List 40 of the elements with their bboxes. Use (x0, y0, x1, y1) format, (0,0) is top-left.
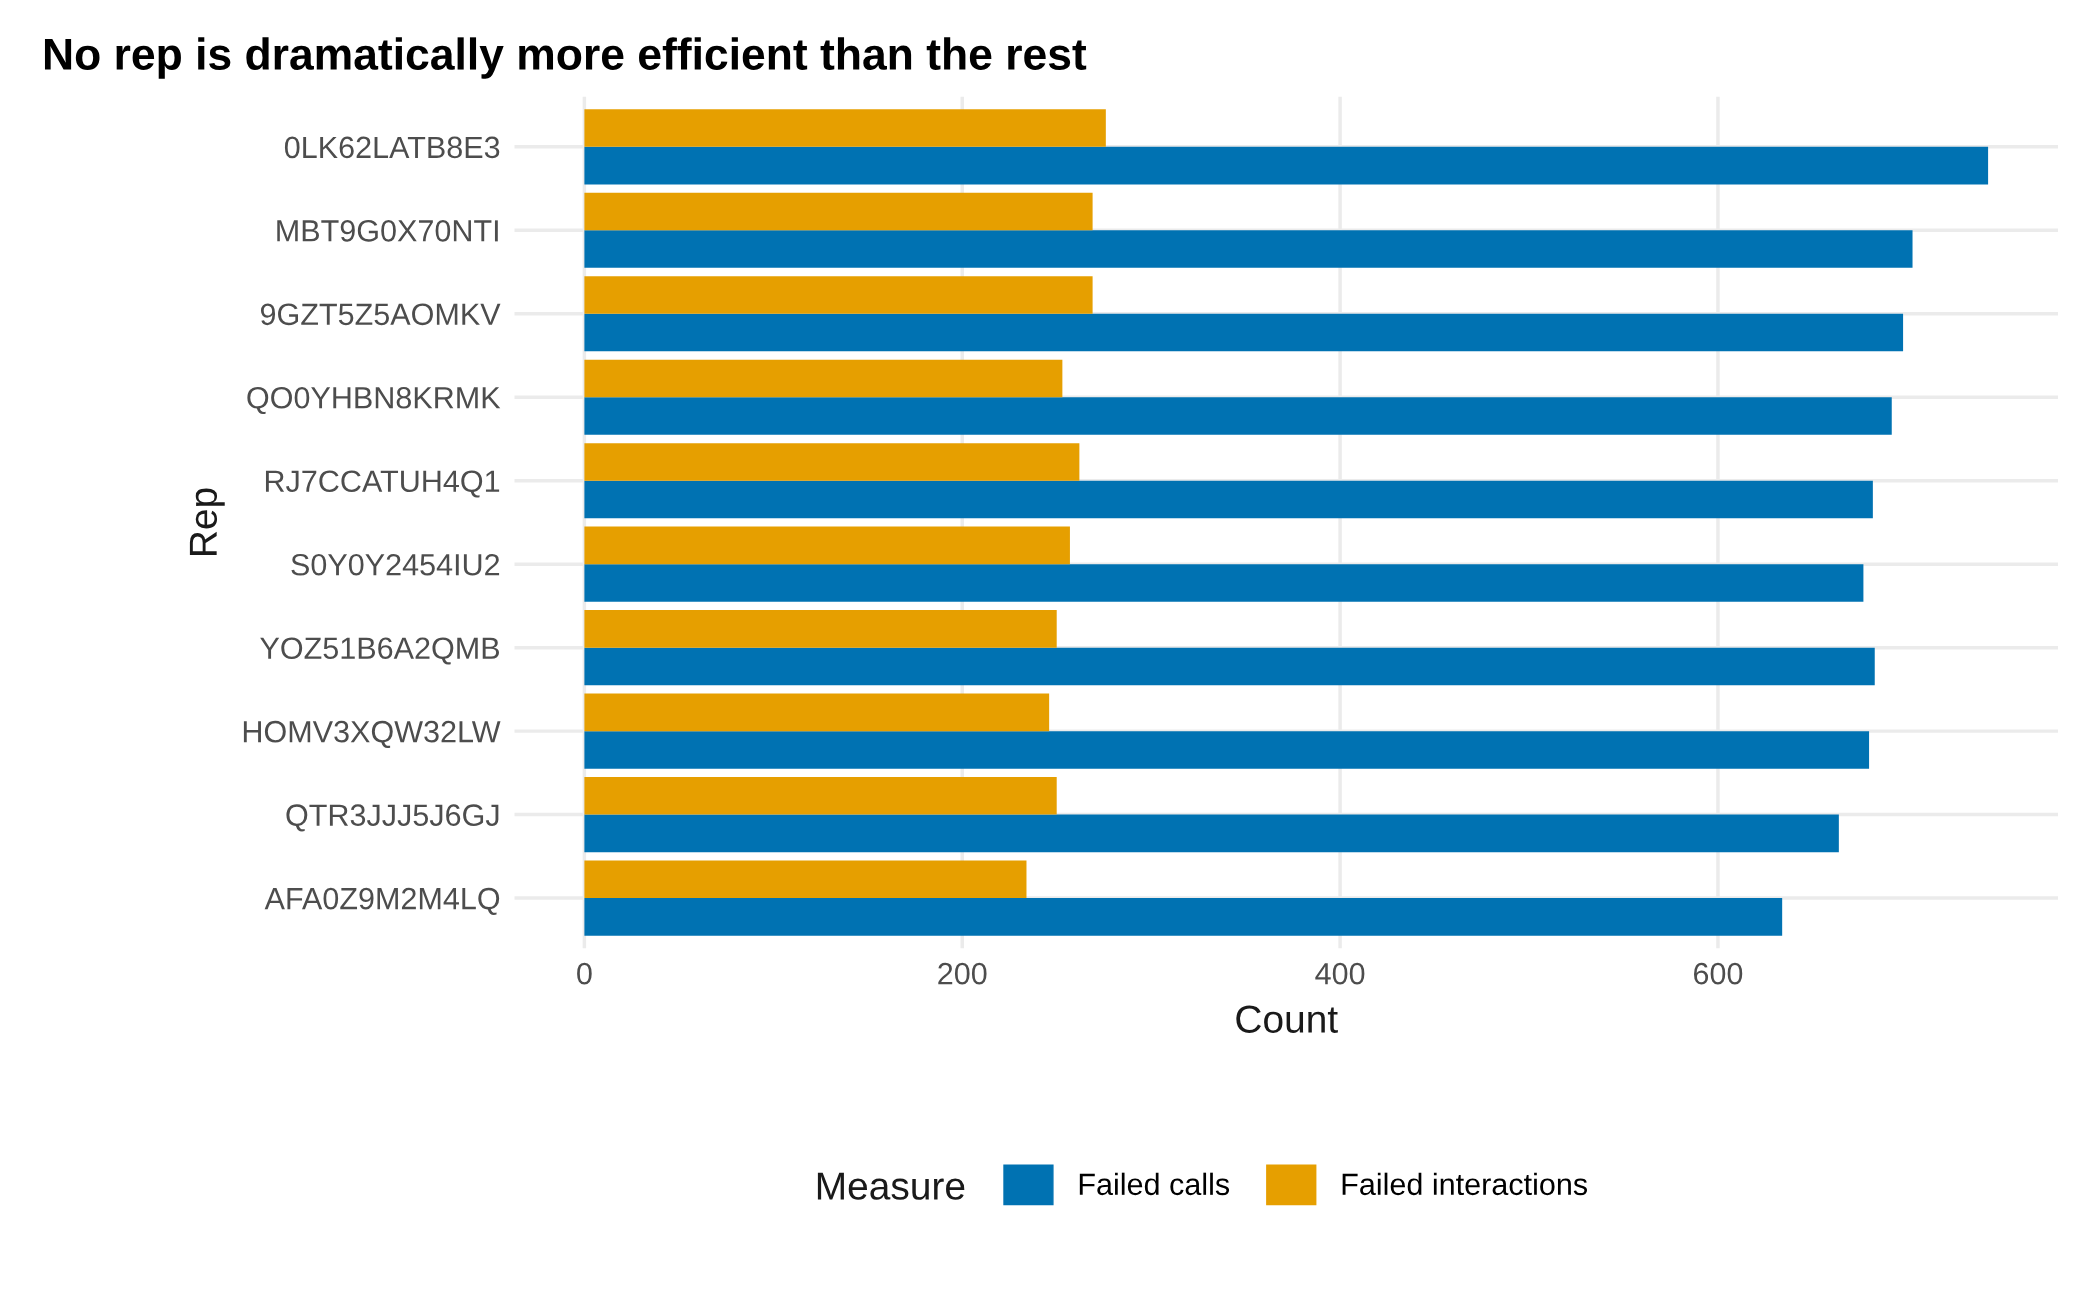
y-tick-label: 9GZT5Z5AOMKV (260, 303, 501, 326)
bar (584, 898, 1783, 936)
chart-title: No rep is dramatically more efficient than the rest (44, 37, 1087, 79)
y-tick-label: RJ7CCATUH4Q1 (265, 470, 500, 498)
x-tick-label: 200 (938, 962, 987, 985)
y-tick-label: AFA0Z9M2M4LQ (264, 887, 500, 915)
legend-label: Failed interactions (1342, 1172, 1588, 1196)
y-tick-label: QO0YHBN8KRMK (247, 386, 501, 415)
bar (584, 230, 1913, 268)
y-tick-label: MBT9G0X70NTI (277, 220, 498, 242)
bar (584, 192, 1093, 231)
y-tick-label: QTR3JJJ5J6GJ (286, 804, 499, 832)
bar (584, 397, 1892, 435)
bar (584, 146, 1989, 185)
bar (584, 443, 1080, 481)
x-tick-label: 400 (1315, 962, 1365, 985)
bar (584, 109, 1106, 147)
legend-label: Failed calls (1079, 1172, 1230, 1196)
x-tick-label: 0 (577, 962, 592, 985)
y-tick-label: 0LK62LATB8E3 (284, 136, 500, 159)
legend-title: Measure (817, 1172, 965, 1200)
bar (584, 564, 1864, 602)
bar (584, 480, 1873, 519)
y-tick-label: YOZ51B6A2QMB (260, 637, 500, 665)
y-tick-label: S0Y0Y2454IU2 (291, 553, 500, 576)
bar (584, 731, 1870, 769)
x-axis-title: Count (1236, 1005, 1338, 1033)
bar (584, 610, 1057, 648)
y-axis-title: Rep (189, 488, 225, 555)
bar (584, 526, 1070, 565)
bar (584, 777, 1057, 815)
bar (584, 313, 1904, 352)
bar (584, 276, 1093, 314)
y-tick-label: HOMV3XQW32LW (243, 720, 501, 748)
bar (584, 814, 1839, 853)
bar (584, 860, 1027, 899)
bar (584, 359, 1063, 398)
bar (584, 647, 1875, 686)
x-tick-label: 600 (1694, 962, 1743, 985)
bar (584, 693, 1050, 732)
